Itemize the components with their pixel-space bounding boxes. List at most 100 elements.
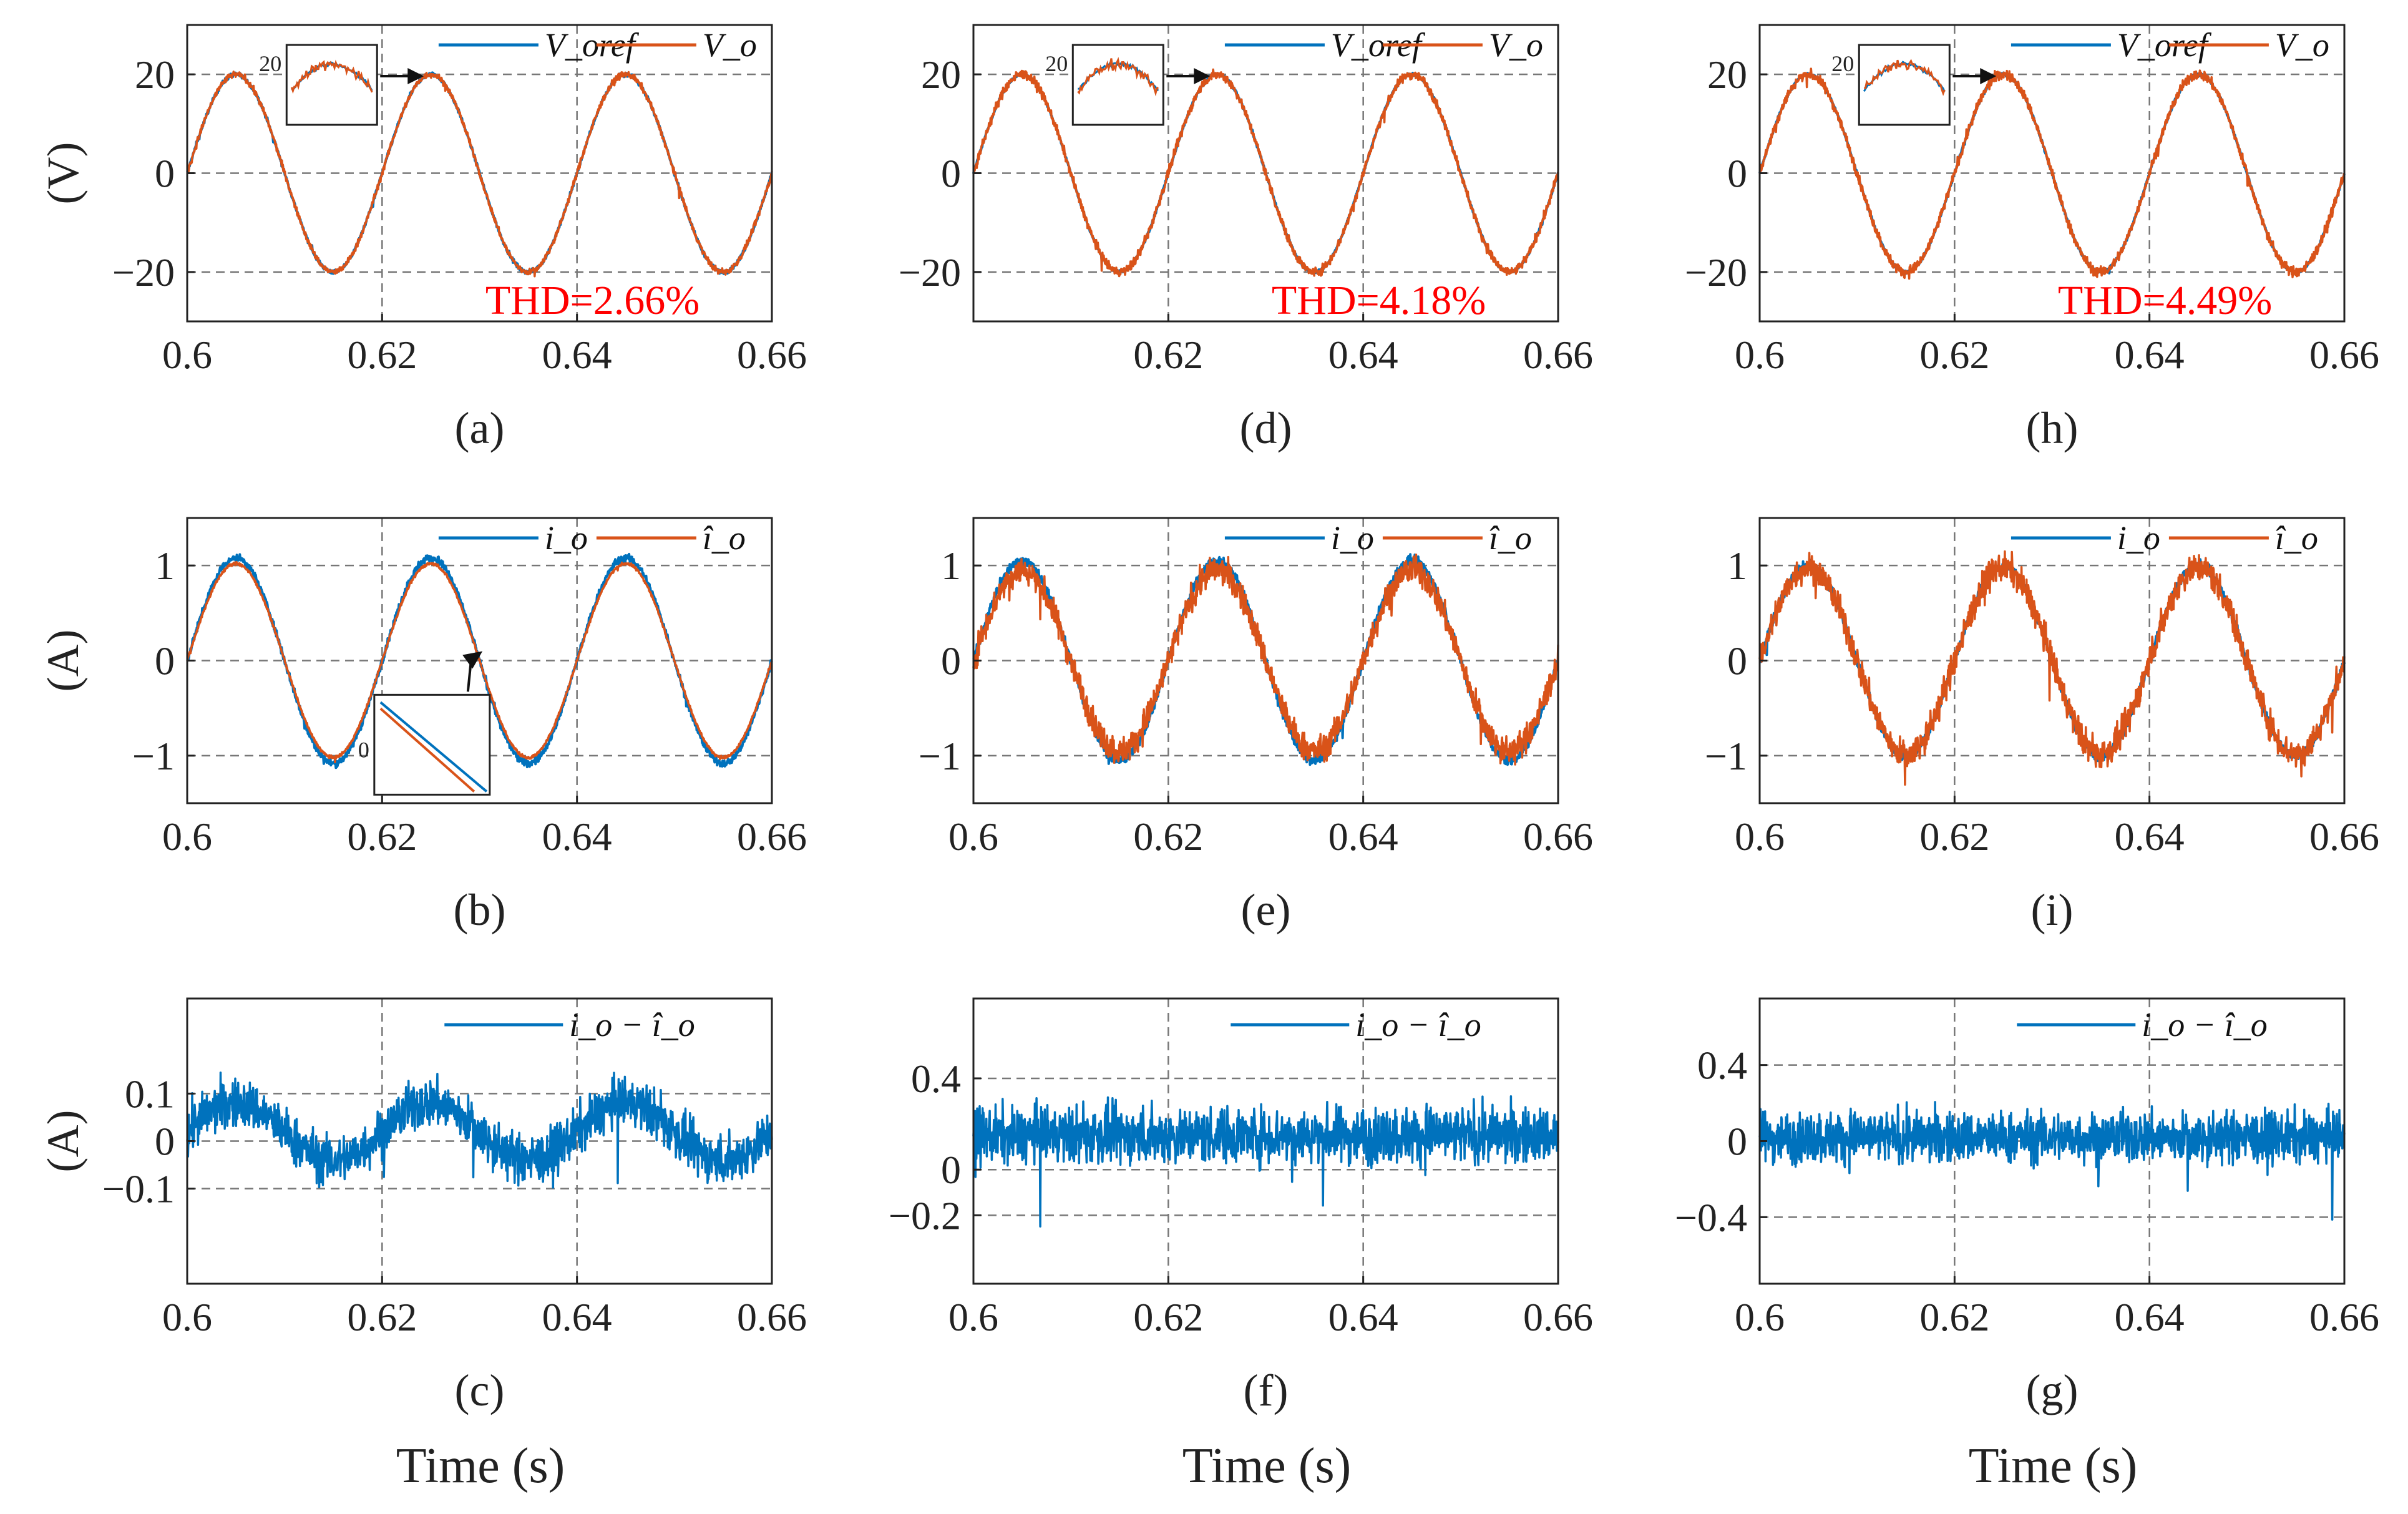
inset-arrow-head-h	[1980, 68, 1997, 84]
ytick-label-d-1: 0	[941, 152, 961, 196]
xtick-label-e-3: 0.66	[1523, 814, 1593, 859]
ytick-label-e-1: 0	[941, 639, 961, 683]
panel-i: 0.6 0.62 0.64 0.66 1 0 −1 (i) i_o î_o	[1705, 517, 2379, 935]
series-h-Vo	[1758, 67, 2346, 280]
ytick-label-g-1: 0	[1727, 1120, 1747, 1164]
time-label-col3: Time (s)	[1969, 1438, 2137, 1493]
legend-text-e-0: i_o	[1331, 519, 1374, 557]
inset-a: 20	[259, 44, 424, 126]
ytick-label-i-1: 0	[1727, 639, 1747, 683]
xtick-label-h-0: 0.6	[1735, 333, 1785, 377]
xtick-label-d-1: 0.64	[1328, 333, 1398, 377]
legend-text-b-0: i_o	[545, 519, 588, 557]
series-e-io_hat	[972, 554, 1559, 766]
ylabel-c: (A)	[38, 1110, 88, 1173]
ytick-label-h-0: 20	[1707, 52, 1747, 97]
ytick-label-a-2: −20	[112, 250, 175, 295]
legend-text-a-1: V_o	[703, 26, 757, 64]
xtick-label-g-1: 0.62	[1919, 1295, 1989, 1339]
xtick-label-b-2: 0.64	[542, 814, 612, 859]
time-label-col2: Time (s)	[1182, 1438, 1351, 1493]
ytick-label-d-0: 20	[921, 52, 961, 97]
ytick-label-g-2: −0.4	[1675, 1195, 1747, 1239]
ytick-label-f-0: 0.4	[911, 1057, 961, 1101]
ylabel-b: (A)	[38, 630, 88, 692]
legend-text-b-1: î_o	[703, 519, 746, 557]
legend-text-c-0: i_o − î_o	[569, 1006, 695, 1043]
time-labels: Time (s) Time (s) Time (s)	[396, 1438, 2137, 1493]
inset-d: 20	[1045, 44, 1211, 126]
caption-i: (i)	[2031, 885, 2074, 935]
xtick-label-b-3: 0.66	[737, 814, 807, 859]
time-label-col1: Time (s)	[396, 1438, 565, 1493]
ytick-label-a-1: 0	[155, 152, 175, 196]
ytick-label-c-2: −0.1	[102, 1167, 175, 1211]
inset-tick-h: 20	[1831, 51, 1854, 76]
caption-a: (a)	[455, 403, 505, 453]
xtick-label-i-0: 0.6	[1735, 814, 1785, 859]
xtick-label-h-3: 0.66	[2309, 333, 2379, 377]
inset-series-a-1	[290, 59, 373, 94]
caption-b: (b)	[454, 885, 506, 935]
caption-c: (c)	[455, 1365, 505, 1415]
caption-f: (f)	[1244, 1365, 1289, 1415]
xtick-label-f-0: 0.6	[948, 1295, 998, 1339]
legend-text-f-0: i_o − î_o	[1355, 1006, 1481, 1043]
ytick-label-c-0: 0.1	[125, 1072, 175, 1116]
xtick-label-c-2: 0.64	[542, 1295, 612, 1339]
xtick-label-f-3: 0.66	[1523, 1295, 1593, 1339]
caption-e: (e)	[1241, 885, 1291, 935]
ytick-label-e-2: −1	[919, 734, 961, 778]
xtick-label-b-1: 0.62	[347, 814, 417, 859]
xtick-label-e-0: 0.6	[948, 814, 998, 859]
legend-text-d-1: V_o	[1489, 26, 1543, 64]
axes-box-f	[972, 997, 1559, 1285]
ytick-label-b-0: 1	[155, 544, 175, 588]
inset-tick-d: 20	[1045, 51, 1068, 76]
ytick-label-g-0: 0.4	[1697, 1043, 1747, 1088]
xtick-label-a-1: 0.62	[347, 333, 417, 377]
xtick-label-h-1: 0.62	[1919, 333, 1989, 377]
inset-b: 0	[358, 651, 491, 796]
xtick-label-f-1: 0.62	[1133, 1295, 1203, 1339]
xtick-label-c-0: 0.6	[162, 1295, 212, 1339]
thd-label-a: THD=2.66%	[485, 278, 699, 323]
caption-h: (h)	[2026, 403, 2079, 453]
inset-series-h-1	[1864, 59, 1946, 96]
series-c-io-io_hat	[186, 1071, 773, 1189]
inset-box-h	[1858, 44, 1951, 126]
ytick-label-i-2: −1	[1705, 734, 1747, 778]
thd-label-h: THD=4.49%	[2058, 278, 2272, 323]
xtick-label-c-3: 0.66	[737, 1295, 807, 1339]
caption-d: (d)	[1240, 403, 1292, 453]
series-f-io-io_hat	[972, 1095, 1559, 1228]
ytick-label-a-0: 20	[135, 52, 175, 97]
xtick-label-d-2: 0.66	[1523, 333, 1593, 377]
inset-tick-a: 20	[259, 51, 281, 76]
ytick-label-b-1: 0	[155, 639, 175, 683]
xtick-label-g-3: 0.66	[2309, 1295, 2379, 1339]
inset-series-d-1	[1077, 57, 1159, 97]
xtick-label-d-0: 0.62	[1133, 333, 1203, 377]
panel-e: 0.6 0.62 0.64 0.66 1 0 −1 (e) i_o î_o	[919, 517, 1593, 935]
ytick-label-h-1: 0	[1727, 152, 1747, 196]
inset-box-a	[285, 44, 378, 126]
inset-series-b-0	[379, 701, 488, 793]
ylabel-a: (V)	[38, 142, 88, 205]
xtick-label-e-2: 0.64	[1328, 814, 1398, 859]
series-d-Vo	[972, 68, 1559, 278]
legend-text-g-0: i_o − î_o	[2142, 1006, 2267, 1043]
xtick-label-a-0: 0.6	[162, 333, 212, 377]
series-a-Vo	[186, 71, 773, 278]
xtick-label-i-1: 0.62	[1919, 814, 1989, 859]
xtick-label-h-2: 0.64	[2115, 333, 2185, 377]
legend-text-i-0: i_o	[2117, 519, 2160, 557]
legend-text-e-1: î_o	[1489, 519, 1532, 557]
ytick-label-i-0: 1	[1727, 544, 1747, 588]
panel-c: 0.6 0.62 0.64 0.66 0.10−0.1 (A) (c) i_o − î_o	[38, 997, 807, 1415]
ytick-label-f-2: −0.2	[889, 1193, 961, 1238]
